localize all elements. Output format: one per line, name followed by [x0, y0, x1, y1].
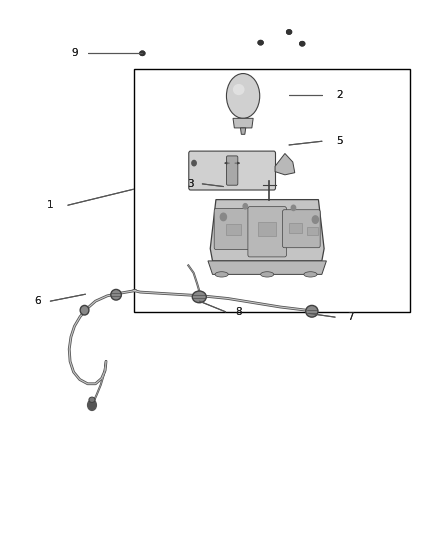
Ellipse shape: [111, 289, 121, 300]
Text: 7: 7: [347, 312, 354, 322]
Ellipse shape: [300, 42, 305, 46]
FancyBboxPatch shape: [248, 207, 286, 257]
Ellipse shape: [306, 305, 318, 317]
Polygon shape: [210, 200, 324, 261]
FancyBboxPatch shape: [226, 156, 238, 185]
Text: 3: 3: [187, 179, 194, 189]
Ellipse shape: [80, 305, 89, 315]
Ellipse shape: [286, 30, 292, 34]
Text: 2: 2: [336, 90, 343, 100]
Ellipse shape: [140, 51, 145, 55]
Text: 5: 5: [336, 136, 343, 146]
Ellipse shape: [304, 272, 317, 277]
Polygon shape: [233, 118, 253, 128]
Circle shape: [88, 400, 96, 410]
Text: 1: 1: [47, 200, 54, 210]
Bar: [258, 222, 276, 236]
Text: 2: 2: [336, 90, 343, 100]
Circle shape: [243, 204, 247, 209]
Bar: [226, 224, 241, 235]
Ellipse shape: [89, 397, 95, 402]
Bar: [307, 227, 318, 235]
Ellipse shape: [300, 42, 305, 46]
Text: 8: 8: [235, 307, 242, 317]
Ellipse shape: [233, 84, 244, 95]
Circle shape: [192, 160, 196, 166]
Text: 6: 6: [34, 296, 41, 306]
Bar: [289, 223, 302, 233]
Bar: [134, 69, 410, 312]
Ellipse shape: [140, 51, 145, 55]
Text: 9: 9: [71, 49, 78, 58]
Text: 9: 9: [71, 49, 78, 58]
Ellipse shape: [192, 291, 206, 303]
Ellipse shape: [258, 41, 263, 45]
Ellipse shape: [261, 272, 274, 277]
Text: 7: 7: [347, 312, 354, 322]
Ellipse shape: [215, 272, 228, 277]
FancyBboxPatch shape: [283, 210, 320, 248]
Polygon shape: [240, 128, 246, 134]
FancyBboxPatch shape: [189, 151, 276, 190]
Text: 6: 6: [34, 296, 41, 306]
Ellipse shape: [286, 30, 292, 34]
Polygon shape: [275, 154, 295, 175]
Circle shape: [312, 216, 318, 223]
Circle shape: [220, 213, 226, 221]
FancyBboxPatch shape: [214, 208, 250, 249]
Text: 1: 1: [47, 200, 54, 210]
Text: 5: 5: [336, 136, 343, 146]
Ellipse shape: [226, 74, 260, 118]
Ellipse shape: [258, 41, 263, 45]
Circle shape: [291, 205, 296, 211]
Text: 3: 3: [187, 179, 194, 189]
Text: 8: 8: [235, 307, 242, 317]
Polygon shape: [208, 261, 326, 274]
